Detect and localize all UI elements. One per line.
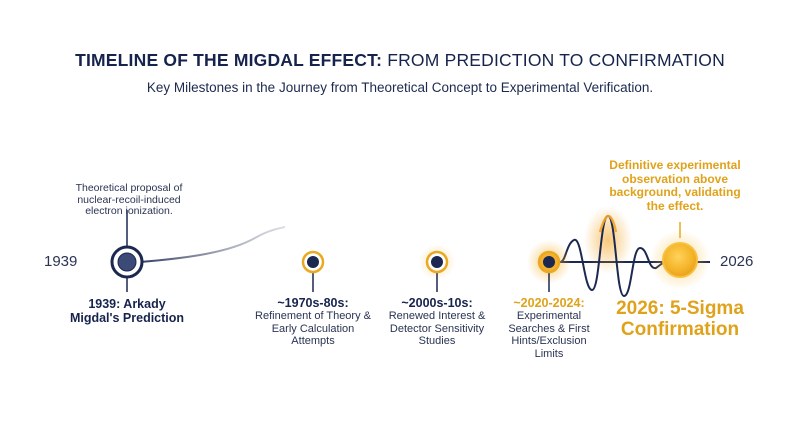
confirmation-note: Definitive experimental observation abov… <box>609 158 741 213</box>
title-rest: FROM PREDICTION TO CONFIRMATION <box>387 50 725 70</box>
milestone-1970s-heading: ~1970s-80s: <box>277 296 349 310</box>
theoretical-proposal-note: Theoretical proposal of nuclear-recoil-i… <box>75 182 183 217</box>
milestone-2000s-heading: ~2000s-10s: <box>401 296 473 310</box>
wave-peak-highlight <box>598 214 618 233</box>
milestone-2020-heading: ~2020-2024: <box>513 296 585 310</box>
node-1939-core <box>117 252 137 272</box>
milestone-2020-detail: Experimental Searches & First Hints/Excl… <box>508 310 590 360</box>
milestone-2000s: ~2000s-10s: Renewed Interest & Detector … <box>376 296 498 348</box>
theory-curve <box>139 226 286 263</box>
axis-start-label: 1939 <box>44 253 78 270</box>
title-bold: TIMELINE OF THE MIGDAL EFFECT: <box>75 50 383 70</box>
wave-peak-glow <box>584 206 632 274</box>
milestone-2000s-detail: Renewed Interest & Detector Sensitivity … <box>388 310 486 347</box>
milestone-1970s: ~1970s-80s: Refinement of Theory & Early… <box>250 296 376 348</box>
milestone-2026: 2026: 5-Sigma Confirmation <box>616 298 744 340</box>
milestone-2020: ~2020-2024: Experimental Searches & Firs… <box>498 296 600 360</box>
milestone-1939: 1939: Arkady Migdal's Prediction <box>62 297 192 325</box>
page-title: TIMELINE OF THE MIGDAL EFFECT: FROM PRED… <box>0 50 800 71</box>
milestone-1939-heading: 1939: Arkady Migdal's Prediction <box>69 297 185 325</box>
node-1970s-core <box>307 256 319 268</box>
axis-end-label: 2026 <box>720 253 754 270</box>
node-2026 <box>662 242 698 278</box>
node-2000s-core <box>431 256 443 268</box>
milestone-1970s-detail: Refinement of Theory & Early Calculation… <box>255 310 371 347</box>
node-2020-core <box>543 256 555 268</box>
page-subtitle: Key Milestones in the Journey from Theor… <box>146 80 654 95</box>
